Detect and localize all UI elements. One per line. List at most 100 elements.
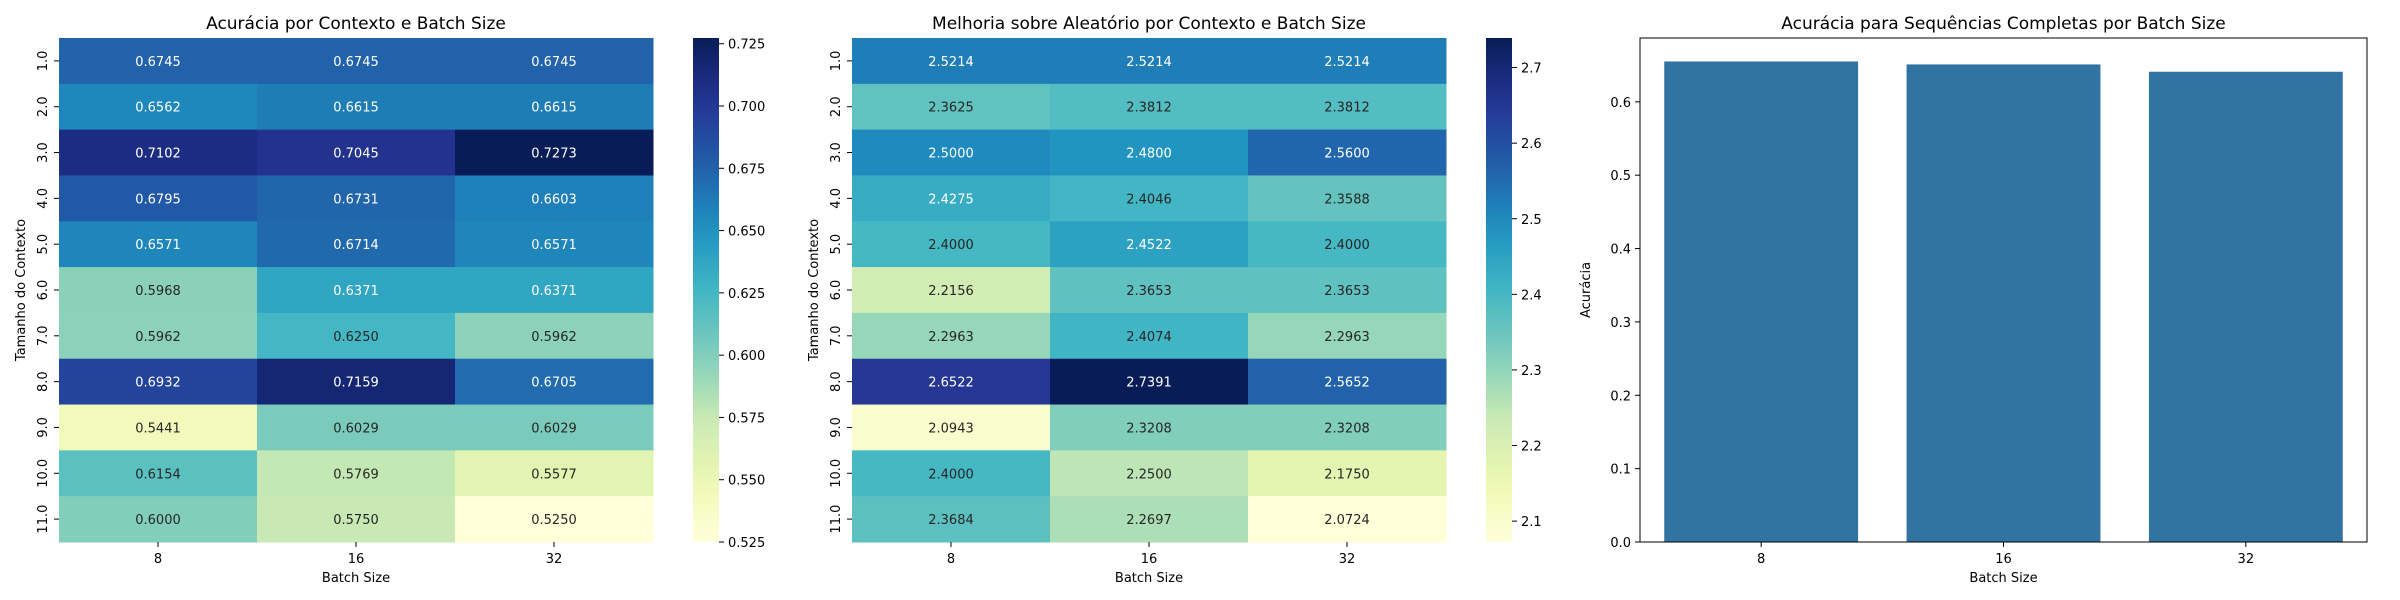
colorbar-tick-label: 0.525: [728, 536, 765, 551]
heatmap-cell: [257, 450, 456, 497]
cell-label: 2.1750: [1324, 467, 1370, 482]
heatmap-cell: [1050, 221, 1249, 268]
y-tick-label: 3.0: [829, 142, 844, 163]
cell-label: 2.4275: [928, 192, 974, 207]
colorbar-tick-label: 2.6: [1521, 137, 1542, 152]
heatmap-cell: [257, 267, 456, 314]
colorbar-tick-label: 0.675: [728, 162, 765, 177]
x-tick-label: 16: [1995, 552, 2012, 567]
cell-label: 2.2963: [928, 330, 974, 345]
heatmap-cell: [455, 83, 654, 131]
y-axis-label: Tamanho do Contexto: [807, 219, 822, 362]
heatmap-cell: [1050, 38, 1249, 85]
cell-label: 2.3653: [1324, 284, 1370, 299]
y-tick-label: 9.0: [829, 417, 844, 438]
heatmap-cell: [1050, 450, 1249, 497]
chart-title: Acurácia por Contexto e Batch Size: [206, 14, 506, 34]
cell-label: 0.7045: [333, 147, 379, 162]
cell-label: 0.6795: [135, 192, 181, 207]
heatmap-cell: [852, 129, 1051, 176]
y-tick-label: 0.3: [1610, 316, 1631, 331]
y-tick-label: 0.4: [1610, 243, 1631, 258]
y-tick-label: 0.0: [1610, 536, 1631, 551]
cell-label: 2.5652: [1324, 376, 1370, 391]
colorbar-tick-label: 2.5: [1521, 213, 1542, 228]
heatmap-cell: [59, 38, 258, 85]
y-tick-label: 0.1: [1610, 463, 1631, 478]
cell-label: 2.3812: [1324, 101, 1370, 116]
colorbar-tick-label: 0.575: [728, 411, 765, 426]
cell-label: 0.5577: [531, 467, 577, 482]
heatmap-cell: [1050, 358, 1249, 406]
heatmap-cell: [455, 496, 654, 543]
y-tick-label: 8.0: [36, 371, 51, 392]
cell-label: 0.6154: [135, 467, 181, 482]
cell-label: 2.0943: [928, 421, 974, 436]
heatmap-cell: [1050, 496, 1249, 543]
y-tick-label: 0.6: [1610, 96, 1631, 111]
heatmap-cell: [1248, 221, 1447, 268]
cell-label: 0.5750: [333, 513, 379, 528]
colorbar-tick-label: 0.700: [728, 100, 765, 115]
heatmap-cell: [455, 267, 654, 314]
heatmap-cell: [455, 312, 654, 360]
heatmap-cell: [1248, 450, 1447, 497]
cell-label: 2.5214: [928, 55, 974, 70]
heatmap-cell: [257, 38, 456, 85]
cell-label: 2.4046: [1126, 192, 1172, 207]
heatmap-cell: [59, 221, 258, 268]
cell-label: 0.6932: [135, 376, 181, 391]
cell-label: 0.6562: [135, 101, 181, 116]
cell-label: 2.3588: [1324, 192, 1370, 207]
heatmap-cell: [1248, 175, 1447, 222]
y-tick-label: 5.0: [36, 234, 51, 255]
cell-label: 2.3653: [1126, 284, 1172, 299]
y-tick-label: 2.0: [829, 96, 844, 117]
cell-label: 2.2500: [1126, 467, 1172, 482]
y-tick-label: 1.0: [829, 51, 844, 72]
heatmap-cell: [1050, 83, 1249, 131]
cell-label: 2.0724: [1324, 513, 1370, 528]
cell-label: 0.6745: [135, 55, 181, 70]
y-tick-label: 4.0: [829, 188, 844, 209]
bar: [1664, 61, 1859, 542]
cell-label: 0.6714: [333, 238, 379, 253]
heatmap-cell: [852, 221, 1051, 268]
y-tick-label: 10.0: [36, 459, 51, 488]
heatmap-cell: [852, 38, 1051, 85]
heatmap-cell: [1248, 496, 1447, 543]
cell-label: 0.6745: [333, 55, 379, 70]
colorbar: [1486, 38, 1512, 542]
cell-label: 0.6371: [531, 284, 577, 299]
heatmap-cell: [1248, 83, 1447, 131]
cell-label: 2.5214: [1126, 55, 1172, 70]
y-tick-label: 1.0: [36, 51, 51, 72]
cell-label: 0.6615: [333, 101, 379, 116]
cell-label: 0.5968: [135, 284, 181, 299]
heatmap-cell: [257, 312, 456, 360]
colorbar-tick-label: 0.625: [728, 287, 765, 302]
cell-label: 0.7102: [135, 147, 181, 162]
cell-label: 2.3812: [1126, 101, 1172, 116]
y-tick-label: 11.0: [829, 505, 844, 534]
heatmap-cell: [1050, 129, 1249, 176]
heatmap-cell: [1248, 129, 1447, 176]
y-tick-label: 7.0: [829, 325, 844, 346]
cell-label: 2.5214: [1324, 55, 1370, 70]
heatmap-cell: [257, 175, 456, 222]
x-axis-label: Batch Size: [1115, 571, 1183, 586]
y-tick-label: 8.0: [829, 371, 844, 392]
cell-label: 0.6705: [531, 376, 577, 391]
heatmap-cell: [455, 175, 654, 222]
y-tick-label: 4.0: [36, 188, 51, 209]
x-tick-label: 32: [2238, 552, 2255, 567]
cell-label: 2.4000: [1324, 238, 1370, 253]
heatmap-cell: [59, 175, 258, 222]
heatmap-cell: [1248, 404, 1447, 451]
cell-label: 0.7273: [531, 147, 577, 162]
x-tick-label: 32: [546, 552, 563, 567]
cell-label: 2.4000: [928, 238, 974, 253]
heatmap-cell: [59, 267, 258, 314]
y-tick-label: 7.0: [36, 325, 51, 346]
cell-label: 2.2697: [1126, 513, 1172, 528]
